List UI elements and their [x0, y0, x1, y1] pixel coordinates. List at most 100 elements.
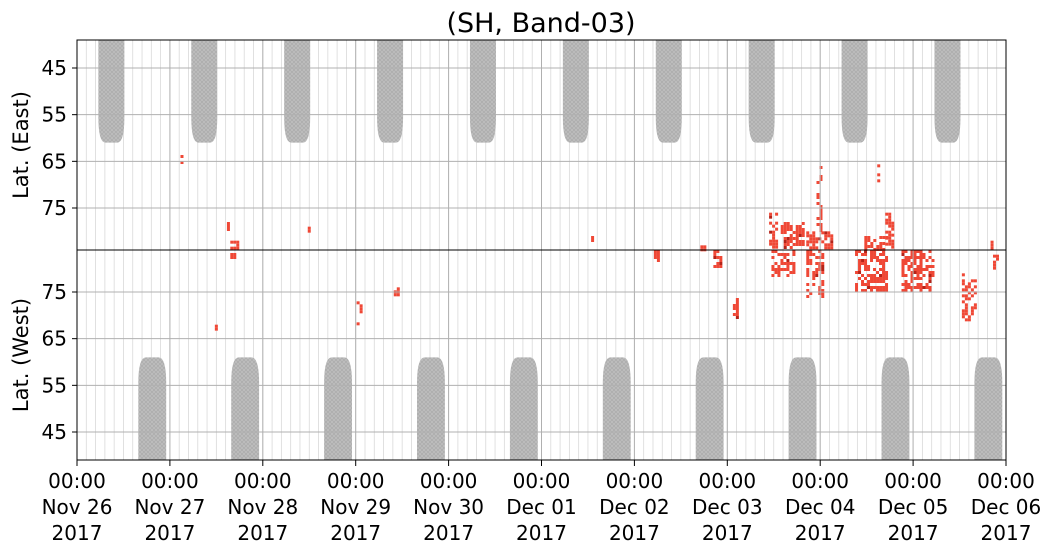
echo-pixel [901, 268, 905, 271]
echo-pixel [816, 181, 820, 184]
echo-pixel [815, 262, 819, 265]
echo-pixel [780, 268, 784, 271]
echo-pixel [867, 245, 871, 248]
echo-pixel [961, 294, 965, 298]
echo-pixel [858, 262, 862, 265]
echo-pixel [910, 286, 914, 289]
echo-pixel [812, 237, 816, 241]
echo-pixel [824, 231, 828, 235]
echo-pixel [821, 231, 825, 235]
echo-pixel [919, 253, 923, 256]
echo-pixel [789, 246, 793, 249]
echo-pixel [786, 222, 790, 225]
x-tick-label: Dec 04 [785, 495, 856, 519]
x-tick-label: 00:00 [48, 469, 106, 493]
echo-pixel [816, 196, 820, 199]
echo-pixel [777, 268, 781, 271]
echo-pixel [864, 262, 868, 265]
echo-pixel [809, 237, 813, 241]
echo-pixel [867, 280, 871, 283]
x-tick-label: Nov 28 [227, 495, 298, 519]
x-tick-label: Dec 01 [506, 495, 577, 519]
echo-pixel [916, 277, 920, 280]
echo-pixel [964, 309, 968, 313]
echo-pixel [910, 280, 914, 283]
echo-pixel [356, 322, 360, 326]
no-data-region [602, 357, 631, 460]
chart-title: (SH, Band-03) [446, 8, 635, 39]
echo-pixel [882, 280, 886, 283]
no-data-region [417, 357, 445, 460]
echo-pixel [992, 260, 996, 264]
echo-pixel [809, 240, 813, 244]
echo-pixel [967, 291, 971, 295]
x-tick-label: 00:00 [513, 469, 571, 493]
echo-pixel [861, 259, 865, 262]
echo-pixel [786, 225, 790, 228]
echo-pixel [806, 268, 810, 271]
echo-pixel [967, 282, 971, 286]
x-tick-label: 2017 [981, 521, 1032, 545]
x-tick-label: Dec 05 [878, 495, 949, 519]
echo-pixel [233, 240, 237, 244]
echo-pixel [801, 228, 805, 231]
echo-pixel [789, 234, 793, 237]
echo-pixel [861, 289, 865, 292]
echo-pixel [812, 253, 816, 256]
echo-pixel [925, 286, 929, 289]
echo-pixel [879, 280, 883, 283]
echo-pixel [821, 295, 825, 298]
echo-pixel [821, 256, 825, 259]
echo-pixel [830, 237, 834, 241]
echo-pixel [772, 236, 776, 240]
echo-pixel [653, 250, 657, 253]
echo-pixel [919, 277, 923, 280]
no-data-region [98, 40, 125, 143]
echo-pixel [931, 259, 935, 262]
echo-pixel [864, 236, 868, 239]
no-data-region [377, 40, 404, 143]
echo-pixel [891, 221, 895, 225]
x-tick-label: 2017 [237, 521, 288, 545]
echo-pixel [591, 239, 595, 242]
echo-pixel [819, 214, 823, 217]
echo-pixel [792, 243, 796, 246]
echo-pixel [772, 224, 776, 228]
echo-pixel [719, 256, 723, 259]
echo-pixel [879, 262, 883, 265]
echo-pixel [891, 245, 895, 249]
echo-pixel [864, 242, 868, 245]
echo-pixel [774, 268, 778, 271]
echo-pixel [359, 304, 363, 308]
echo-pixel [961, 282, 965, 286]
x-tick-label: Dec 06 [971, 495, 1042, 519]
echo-pixel [789, 225, 793, 228]
echo-pixel [904, 250, 908, 253]
x-tick-label: Nov 26 [42, 495, 113, 519]
no-data-region [841, 40, 868, 143]
echo-pixel [809, 292, 813, 295]
echo-pixel [864, 245, 868, 248]
echo-pixel [992, 254, 996, 258]
echo-pixel [882, 250, 886, 253]
no-data-region [562, 40, 589, 143]
echo-pixel [819, 208, 823, 211]
echo-pixel [792, 250, 796, 253]
echo-pixel [879, 245, 883, 248]
echo-pixel [967, 318, 971, 322]
echo-pixel [910, 271, 914, 274]
no-data-region [934, 40, 961, 143]
echo-pixel [973, 285, 977, 289]
echo-pixel [888, 242, 892, 246]
echo-pixel [864, 253, 868, 256]
echo-pixel [864, 289, 868, 292]
echo-pixel [653, 256, 657, 259]
echo-pixel [888, 233, 892, 237]
echo-pixel [809, 253, 813, 256]
echo-pixel [772, 230, 776, 234]
echo-pixel [876, 256, 880, 259]
echo-pixel [821, 253, 825, 256]
echo-pixel [970, 309, 974, 313]
echo-pixel [995, 257, 999, 261]
echo-pixel [882, 262, 886, 265]
